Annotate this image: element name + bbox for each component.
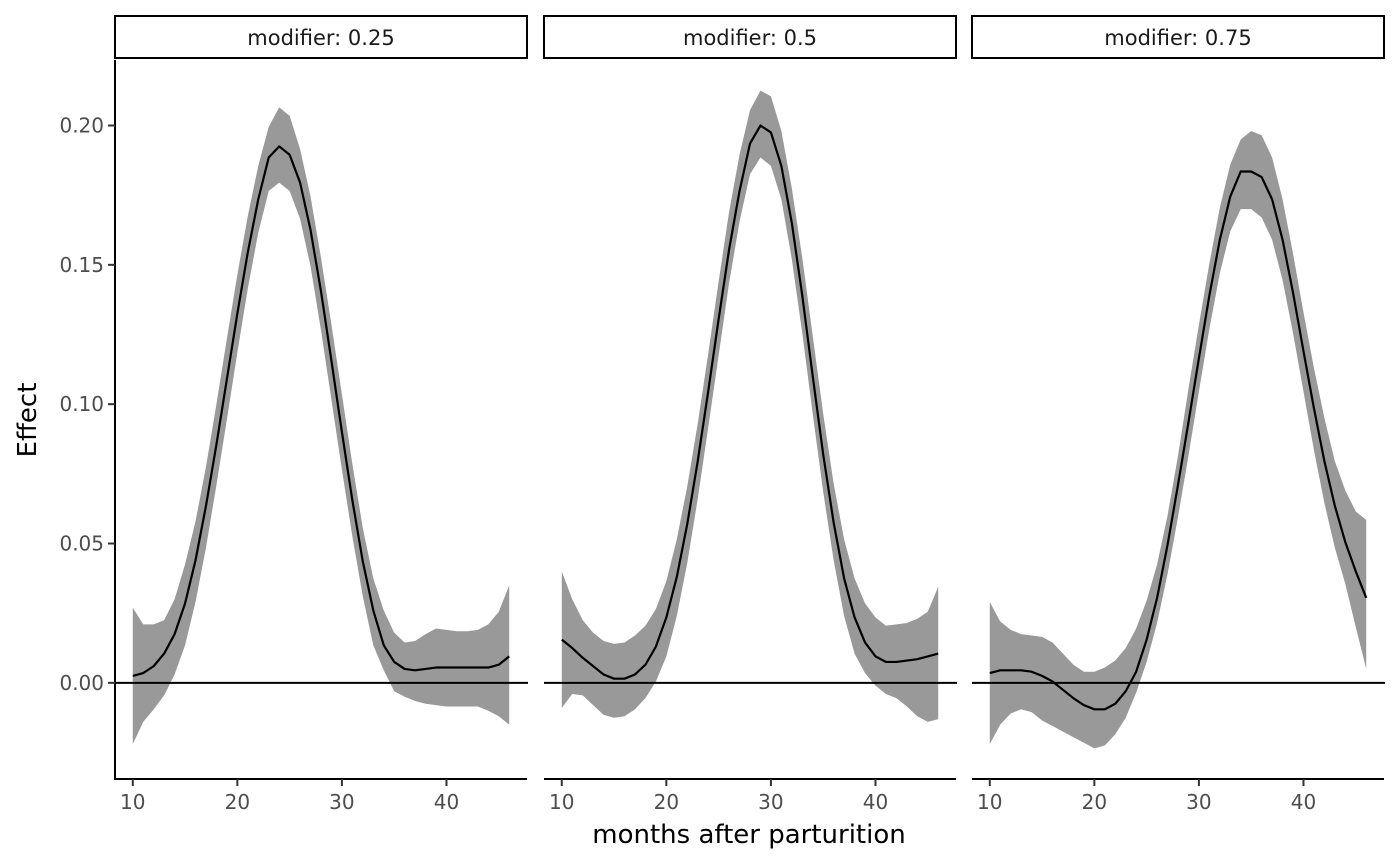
y-tick-label: 0.20 — [59, 113, 104, 137]
facet-strip-label: modifier: 0.75 — [1104, 26, 1251, 50]
facet-strip — [543, 15, 957, 59]
facet-strip — [971, 15, 1385, 59]
x-tick-label: 10 — [549, 790, 574, 814]
y-tick-label: 0.15 — [59, 253, 104, 277]
x-tick-label: 20 — [654, 790, 679, 814]
facet-panel: modifier: 0.75 — [971, 15, 1385, 749]
y-axis-title: Effect — [13, 383, 43, 458]
x-tick-label: 30 — [1186, 790, 1211, 814]
x-tick-label: 40 — [863, 790, 888, 814]
y-axis: 0.00 0.05 0.10 0.15 0.20 — [59, 60, 116, 780]
x-tick-label: 10 — [977, 790, 1002, 814]
facet-panel: modifier: 0.5 — [543, 15, 957, 722]
confidence-ribbon — [989, 131, 1367, 749]
y-tick-label: 0.10 — [59, 392, 104, 416]
facet-strip-label: modifier: 0.25 — [247, 26, 394, 50]
facet-strip — [114, 15, 528, 59]
facet-panel: modifier: 0.25 — [114, 15, 528, 745]
x-axis: 10 20 30 40 — [972, 778, 1384, 814]
x-tick-label: 40 — [1291, 790, 1316, 814]
x-tick-label: 30 — [758, 790, 783, 814]
x-tick-label: 10 — [120, 790, 145, 814]
confidence-ribbon — [561, 90, 939, 722]
effect-estimate-line — [561, 124, 939, 680]
effect-estimate-line — [132, 145, 510, 677]
confidence-ribbon — [132, 107, 510, 745]
effect-estimate-line — [989, 170, 1368, 711]
axes-layer: 10 20 30 40 10 20 30 40 10 20 30 40 0.00 0.05 0.10 0.15… — [59, 60, 1384, 814]
x-tick-label: 40 — [434, 790, 459, 814]
x-tick-label: 20 — [1082, 790, 1107, 814]
x-tick-label: 20 — [225, 790, 250, 814]
x-axis: 10 20 30 40 — [544, 778, 956, 814]
facet-strip-label: modifier: 0.5 — [683, 26, 817, 50]
panels-layer: modifier: 0.25 modifier: 0.5 modifier: 0.7… — [114, 15, 1385, 749]
x-axis-title: months after parturition — [592, 820, 906, 850]
y-tick-label: 0.00 — [59, 671, 104, 695]
x-tick-label: 30 — [329, 790, 354, 814]
x-axis: 10 20 30 40 — [115, 778, 527, 814]
y-tick-label: 0.05 — [59, 532, 104, 556]
